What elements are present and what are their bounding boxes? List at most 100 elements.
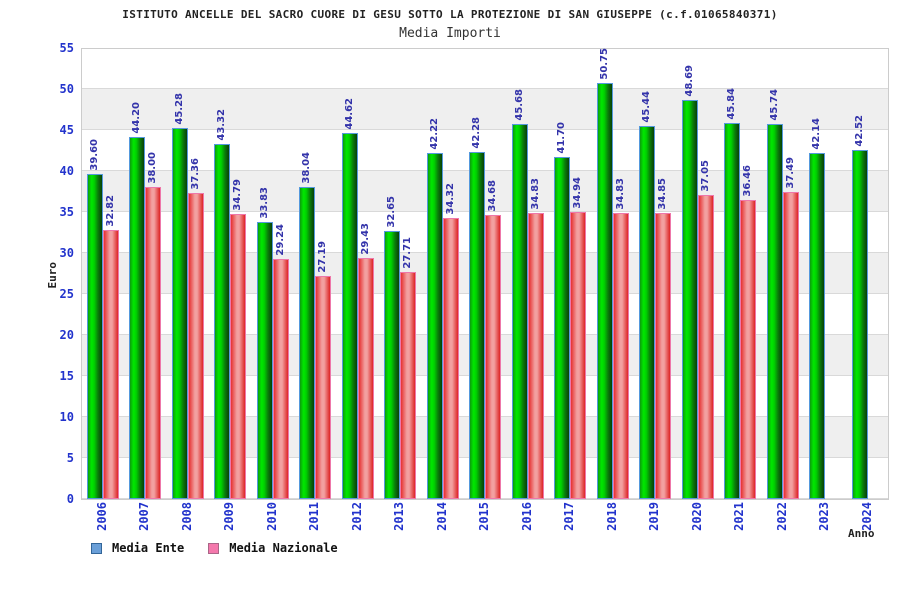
value-label-media-ente-2018: 50.75: [599, 48, 610, 80]
bar-media-ente-2008: [172, 128, 188, 499]
value-label-media-nazionale-2015: 34.68: [487, 180, 498, 212]
x-tick-label-2006: 2006: [95, 502, 109, 531]
bar-media-ente-2016: [512, 124, 528, 499]
bar-media-ente-2015: [469, 152, 485, 499]
value-label-media-nazionale-2019: 34.85: [657, 178, 668, 210]
bar-media-nazionale-2007: [145, 187, 161, 499]
value-label-media-nazionale-2006: 32.82: [105, 195, 116, 227]
value-label-media-nazionale-2009: 34.79: [232, 179, 243, 211]
value-label-media-nazionale-2012: 29.43: [360, 223, 371, 255]
value-label-media-ente-2009: 43.32: [216, 109, 227, 141]
chart-subtitle: Media Importi: [399, 26, 501, 41]
x-tick-label-2018: 2018: [605, 502, 619, 531]
bar-media-nazionale-2018: [613, 213, 629, 499]
x-tick-label-2009: 2009: [222, 502, 236, 531]
bar-media-ente-2020: [682, 100, 698, 499]
value-label-media-ente-2023: 42.14: [811, 118, 822, 150]
value-label-media-nazionale-2007: 38.00: [147, 152, 158, 184]
x-tick-label-2022: 2022: [775, 502, 789, 531]
bar-media-ente-2009: [214, 144, 230, 499]
x-tick-label-2013: 2013: [392, 502, 406, 531]
bar-media-nazionale-2010: [273, 259, 289, 499]
bar-media-ente-2018: [597, 83, 613, 499]
value-label-media-nazionale-2020: 37.05: [700, 160, 711, 192]
value-label-media-nazionale-2017: 34.94: [572, 177, 583, 209]
x-tick-label-2023: 2023: [817, 502, 831, 531]
value-label-media-ente-2015: 42.28: [471, 117, 482, 149]
value-label-media-nazionale-2008: 37.36: [190, 158, 201, 190]
bar-media-ente-2019: [639, 126, 655, 499]
value-label-media-ente-2010: 33.83: [259, 187, 270, 219]
value-label-media-ente-2019: 45.44: [641, 91, 652, 123]
bar-media-nazionale-2015: [485, 215, 501, 499]
value-label-media-ente-2013: 32.65: [386, 196, 397, 228]
value-label-media-nazionale-2013: 27.71: [402, 237, 413, 269]
value-label-media-nazionale-2022: 37.49: [785, 157, 796, 189]
legend-item-media-ente: Media Ente: [91, 541, 184, 555]
bar-media-ente-2022: [767, 124, 783, 499]
x-tick-label-2015: 2015: [477, 502, 491, 531]
value-label-media-ente-2012: 44.62: [344, 98, 355, 130]
bar-media-ente-2012: [342, 133, 358, 499]
value-label-media-ente-2006: 39.60: [89, 139, 100, 171]
y-axis-title: Euro: [46, 262, 59, 289]
y-tick-label-45: 45: [59, 123, 74, 137]
x-tick-label-2016: 2016: [520, 502, 534, 531]
bar-media-nazionale-2022: [783, 192, 799, 499]
bar-media-ente-2014: [427, 153, 443, 499]
bar-media-nazionale-2009: [230, 214, 246, 499]
x-tick-label-2011: 2011: [307, 502, 321, 531]
y-tick-label-20: 20: [59, 328, 74, 342]
bar-media-ente-2013: [384, 231, 400, 499]
value-label-media-ente-2014: 42.22: [429, 118, 440, 150]
value-label-media-nazionale-2010: 29.24: [275, 224, 286, 256]
bar-media-ente-2017: [554, 157, 570, 499]
bar-media-ente-2023: [809, 153, 825, 499]
y-tick-label-0: 0: [66, 492, 74, 506]
bar-media-ente-2024: [852, 150, 868, 499]
x-axis-title: Anno: [848, 527, 875, 540]
media-ente-swatch-icon: [91, 542, 102, 554]
bar-media-ente-2006: [87, 174, 103, 499]
value-label-media-nazionale-2016: 34.83: [530, 178, 541, 210]
bar-media-ente-2010: [257, 222, 273, 499]
legend-label-media-ente: Media Ente: [112, 541, 185, 555]
bar-media-nazionale-2014: [443, 218, 459, 499]
bar-media-nazionale-2021: [740, 200, 756, 499]
x-tick-label-2021: 2021: [732, 502, 746, 531]
bar-media-nazionale-2012: [358, 258, 374, 499]
legend-item-media-nazionale: Media Nazionale: [208, 541, 338, 555]
y-tick-label-35: 35: [59, 205, 74, 219]
bar-media-ente-2011: [299, 187, 315, 499]
x-tick-label-2010: 2010: [265, 502, 279, 531]
value-label-media-nazionale-2011: 27.19: [317, 241, 328, 273]
value-label-media-ente-2007: 44.20: [131, 102, 142, 134]
legend-label-media-nazionale: Media Nazionale: [229, 541, 338, 555]
value-label-media-ente-2017: 41.70: [556, 122, 567, 154]
bar-media-nazionale-2020: [698, 195, 714, 499]
x-tick-label-2020: 2020: [690, 502, 704, 531]
x-tick-label-2008: 2008: [180, 502, 194, 531]
y-tick-label-10: 10: [59, 410, 74, 424]
value-label-media-ente-2021: 45.84: [726, 88, 737, 120]
media-nazionale-swatch-icon: [208, 542, 220, 554]
y-tick-label-50: 50: [59, 82, 74, 96]
value-label-media-nazionale-2014: 34.32: [445, 183, 456, 215]
value-label-media-ente-2008: 45.28: [174, 93, 185, 125]
value-label-media-ente-2022: 45.74: [769, 89, 780, 121]
value-label-media-ente-2016: 45.68: [514, 89, 525, 121]
bar-media-ente-2007: [129, 137, 145, 499]
chart-title: ISTITUTO ANCELLE DEL SACRO CUORE DI GESU…: [122, 8, 778, 21]
x-tick-label-2017: 2017: [562, 502, 576, 531]
bar-media-nazionale-2013: [400, 272, 416, 499]
value-label-media-ente-2011: 38.04: [301, 152, 312, 184]
x-tick-label-2024: 2024: [860, 502, 874, 531]
x-tick-label-2014: 2014: [435, 502, 449, 531]
value-label-media-ente-2020: 48.69: [684, 65, 695, 97]
bar-media-nazionale-2016: [528, 213, 544, 499]
value-label-media-ente-2024: 42.52: [854, 115, 865, 147]
bar-media-ente-2021: [724, 123, 740, 499]
x-tick-label-2012: 2012: [350, 502, 364, 531]
x-tick-label-2007: 2007: [137, 502, 151, 531]
